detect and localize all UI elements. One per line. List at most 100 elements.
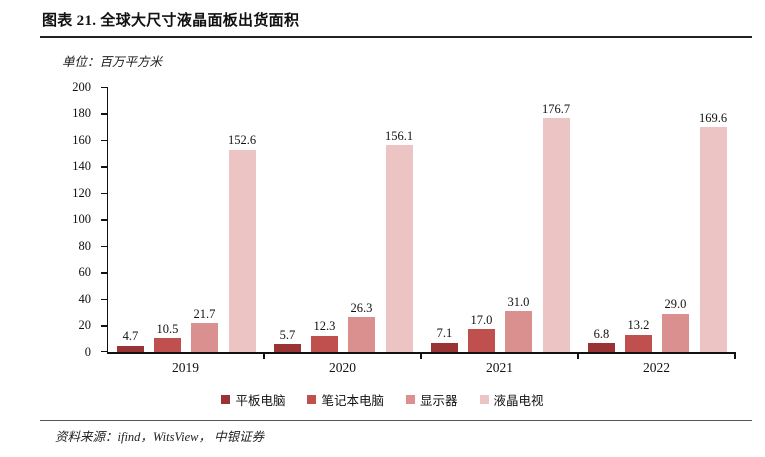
footer-divider xyxy=(40,420,752,421)
y-tick-mark xyxy=(101,298,107,300)
bar-value-label: 7.1 xyxy=(436,326,453,341)
bar-group: 4.7 10.5 21.7 152.6 xyxy=(108,87,265,352)
y-tick-mark xyxy=(101,86,107,88)
bar xyxy=(310,335,338,352)
figure-title: 图表 21. 全球大尺寸液晶面板出货面积 xyxy=(42,13,300,29)
bar-column: 169.6 xyxy=(699,111,727,352)
bar-value-label: 6.8 xyxy=(593,326,610,341)
bar-value-label: 31.0 xyxy=(507,294,530,309)
category-label: 2020 xyxy=(329,360,356,375)
bar-value-label: 169.6 xyxy=(698,110,728,125)
chart-legend: 平板电脑 笔记本电脑 显示器 液晶电视 xyxy=(0,390,765,409)
legend-swatch xyxy=(221,395,231,404)
y-tick-label: 20 xyxy=(78,318,92,332)
bar-column: 31.0 xyxy=(504,294,532,352)
bar xyxy=(699,127,727,352)
bar-value-label: 176.7 xyxy=(541,101,571,116)
y-tick-mark xyxy=(101,166,107,168)
bar-column: 29.0 xyxy=(661,297,689,352)
legend-label: 显示器 xyxy=(420,394,458,408)
x-axis-labels: 2019 2020 2021 2022 xyxy=(107,360,735,376)
y-tick-mark xyxy=(101,219,107,221)
bar-column: 6.8 xyxy=(587,326,615,352)
bar xyxy=(273,344,301,352)
bar xyxy=(504,310,532,352)
bar-column: 13.2 xyxy=(624,318,652,352)
bar-value-label: 10.5 xyxy=(156,321,179,336)
bar-value-label: 26.3 xyxy=(350,300,373,315)
x-tick-mark xyxy=(734,354,736,359)
legend-item: 笔记本电脑 xyxy=(307,390,384,409)
bar xyxy=(542,117,570,352)
bar xyxy=(467,329,495,352)
y-tick-mark xyxy=(101,139,107,141)
y-tick-label: 80 xyxy=(78,238,92,253)
bar-value-label: 156.1 xyxy=(384,128,414,143)
bar-column: 5.7 xyxy=(273,328,301,352)
bar-value-label: 29.0 xyxy=(664,297,687,312)
bar-group: 5.7 12.3 26.3 156.1 xyxy=(265,87,422,352)
bar-column: 26.3 xyxy=(347,300,375,352)
legend-label: 液晶电视 xyxy=(493,394,544,408)
bar xyxy=(116,345,144,352)
y-tick-mark xyxy=(101,192,107,194)
bar xyxy=(385,145,413,352)
bar-value-label: 13.2 xyxy=(627,318,650,333)
bar-value-label: 5.7 xyxy=(279,328,296,343)
y-axis: 0 20 40 60 80 100 120 140 160 180 200 xyxy=(0,80,107,358)
y-tick-mark xyxy=(101,272,107,274)
y-tick-label: 200 xyxy=(72,79,91,94)
bar xyxy=(624,334,652,352)
legend-swatch xyxy=(479,395,489,404)
y-tick-label: 0 xyxy=(84,344,91,359)
y-tick-label: 120 xyxy=(72,185,91,200)
legend-swatch xyxy=(307,395,317,404)
bar-column: 156.1 xyxy=(385,129,413,352)
y-tick-label: 60 xyxy=(78,265,92,279)
bar-column: 176.7 xyxy=(541,101,571,352)
legend-swatch xyxy=(406,395,415,404)
y-tick-mark xyxy=(101,325,107,327)
unit-label: 单位：百万平方米 xyxy=(62,55,163,69)
x-tick-mark xyxy=(577,354,579,359)
bar-column: 10.5 xyxy=(153,321,181,352)
legend-label: 笔记本电脑 xyxy=(321,394,384,408)
bar xyxy=(347,317,375,352)
y-tick-label: 140 xyxy=(72,159,91,173)
category-label: 2021 xyxy=(486,360,513,375)
title-divider xyxy=(40,36,752,38)
y-tick-label: 100 xyxy=(72,212,91,226)
source-note: 资料来源：ifind，WitsView， 中银证券 xyxy=(55,430,265,444)
bar xyxy=(190,323,218,352)
category-label: 2022 xyxy=(643,360,670,375)
bar-column: 12.3 xyxy=(310,319,338,352)
legend-item: 显示器 xyxy=(406,390,458,409)
bar xyxy=(153,338,181,352)
bar xyxy=(587,343,615,352)
x-tick-mark xyxy=(420,354,422,359)
bar xyxy=(228,149,256,352)
category-label: 2019 xyxy=(172,360,199,375)
bar-column: 17.0 xyxy=(467,313,495,352)
bar-value-label: 152.6 xyxy=(227,133,257,148)
bar xyxy=(430,342,458,352)
y-tick-mark xyxy=(101,113,107,115)
y-tick-mark xyxy=(101,245,107,247)
y-tick-label: 40 xyxy=(78,291,92,306)
bar-column: 152.6 xyxy=(228,133,256,352)
bar-value-label: 4.7 xyxy=(122,329,139,344)
bar-column: 4.7 xyxy=(116,329,144,352)
y-tick-label: 160 xyxy=(72,132,91,147)
y-tick-label: 180 xyxy=(72,106,91,120)
x-tick-mark xyxy=(263,354,265,359)
y-tick-mark xyxy=(101,350,107,352)
bar-column: 21.7 xyxy=(190,307,218,352)
bar xyxy=(661,313,689,352)
legend-item: 液晶电视 xyxy=(479,390,544,409)
bar-value-label: 12.3 xyxy=(313,319,336,334)
bar-value-label: 17.0 xyxy=(470,313,493,328)
legend-label: 平板电脑 xyxy=(235,394,286,408)
bar-group: 6.8 13.2 29.0 169.6 xyxy=(579,87,736,352)
